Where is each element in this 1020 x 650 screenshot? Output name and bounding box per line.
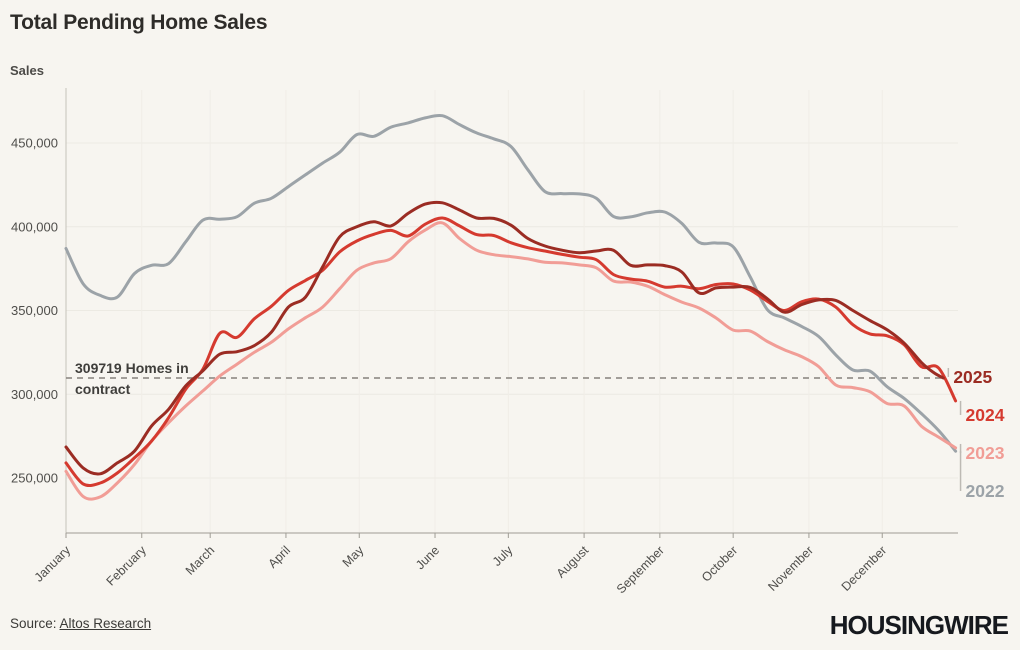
year-label-2025: 2025 <box>953 367 992 387</box>
month-tick-label: December <box>839 543 890 594</box>
reference-annotation: 309719 Homes in contract <box>75 358 205 400</box>
year-label-2022: 2022 <box>966 481 1005 501</box>
month-tick-label: November <box>765 543 816 594</box>
month-tick-label: January <box>32 543 74 585</box>
y-tick-label: 300,000 <box>11 387 58 402</box>
month-tick-label: February <box>104 543 150 589</box>
series-line-2022 <box>64 113 958 453</box>
housingwire-logo: HOUSINGWIRE <box>829 610 1009 640</box>
year-label-2023: 2023 <box>966 443 1005 463</box>
month-tick-label: August <box>554 543 592 581</box>
month-tick-label: April <box>265 543 293 571</box>
month-tick-label: June <box>413 543 442 572</box>
month-tick-label: October <box>699 543 740 584</box>
month-tick-label: March <box>183 543 217 577</box>
series-line-2025 <box>64 200 945 476</box>
source-prefix: Source: <box>10 616 60 631</box>
y-tick-label: 450,000 <box>11 136 58 151</box>
month-tick-label: July <box>490 543 516 569</box>
series-line-2023 <box>64 221 958 501</box>
reference-annotation-line2: contract <box>75 381 131 397</box>
y-tick-label: 250,000 <box>11 471 58 486</box>
month-tick-label: September <box>614 543 667 596</box>
y-tick-label: 400,000 <box>11 219 58 234</box>
y-axis-title: Sales <box>10 63 44 78</box>
y-tick-label: 350,000 <box>11 303 58 318</box>
series-line-2024 <box>64 216 958 488</box>
page-title: Total Pending Home Sales <box>10 11 268 34</box>
reference-annotation-line1: 309719 Homes in <box>75 360 189 376</box>
year-label-2024: 2024 <box>966 405 1005 425</box>
month-tick-label: May <box>340 543 367 570</box>
source-link[interactable]: Altos Research <box>59 616 152 631</box>
source-note: Source: Altos Research <box>10 616 151 631</box>
